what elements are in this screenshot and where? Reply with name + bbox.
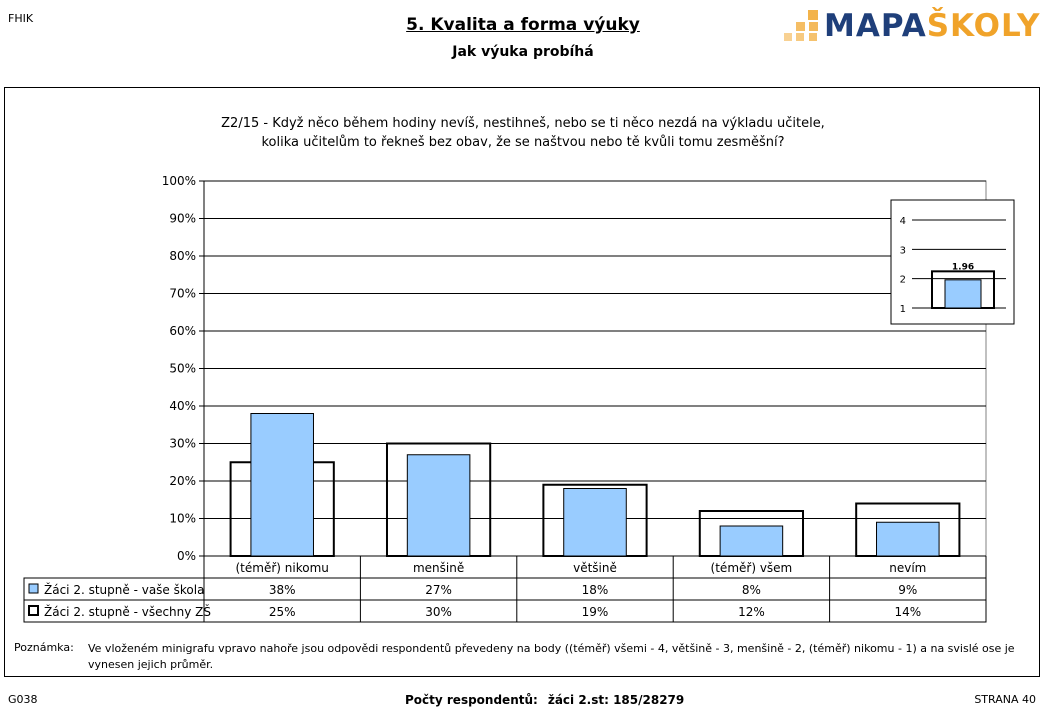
- question-line-1: Z2/15 - Když něco během hodiny nevíš, ne…: [221, 116, 825, 131]
- category-label: nevím: [889, 561, 926, 575]
- logo-wordmark: MAPAŠKOLY: [824, 8, 1040, 44]
- question-line-2: kolika učitelům to řekneš bez obav, že s…: [261, 135, 785, 150]
- category-label: menšině: [413, 561, 464, 575]
- logo-part2: ŠKOLY: [926, 8, 1041, 44]
- footer-page: STRANA 40: [974, 693, 1036, 706]
- y-tick-label: 10%: [169, 512, 196, 526]
- y-tick-label: 60%: [169, 324, 196, 338]
- logo-part1: MAPA: [824, 8, 927, 44]
- logo-square-icon: [809, 22, 818, 31]
- minichart-tick-label: 3: [900, 245, 906, 256]
- bar-your-school: [406, 454, 471, 557]
- bar-your-school: [563, 488, 627, 557]
- note-text: Ve vloženém minigrafu vpravo nahoře jsou…: [88, 642, 1015, 671]
- minichart-tick-label: 2: [900, 275, 906, 286]
- legend-label-all-schools: Žáci 2. stupně - všechny ZŠ: [44, 604, 211, 619]
- value-all-schools: 25%: [269, 605, 296, 619]
- value-all-schools: 30%: [425, 605, 452, 619]
- chart-frame: [4, 87, 1040, 677]
- y-tick-label: 40%: [169, 399, 196, 413]
- value-all-schools: 12%: [738, 605, 765, 619]
- legend-key-all-schools: [28, 605, 39, 616]
- logo-square-icon: [796, 22, 805, 31]
- report-code: FHIK: [8, 12, 34, 25]
- respondents-label: Počty respondentů:: [405, 693, 538, 707]
- footer-code: G038: [8, 693, 38, 706]
- respondents-value: žáci 2.st: 185/28279: [547, 693, 685, 707]
- page-title-text: 5. Kvalita a forma výuky: [406, 15, 640, 35]
- value-your-school: 8%: [742, 583, 761, 597]
- value-your-school: 18%: [582, 583, 609, 597]
- logo-square-icon: [796, 33, 804, 41]
- category-label: většině: [573, 561, 617, 575]
- category-label: (téměř) nikomu: [236, 561, 329, 575]
- bar-your-school: [876, 521, 940, 557]
- value-your-school: 38%: [269, 583, 296, 597]
- minichart-tick-label: 4: [900, 216, 906, 227]
- y-tick-label: 80%: [169, 249, 196, 263]
- legend-key-your-school: [28, 583, 39, 594]
- value-your-school: 27%: [425, 583, 452, 597]
- value-all-schools: 19%: [582, 605, 609, 619]
- value-all-schools: 14%: [894, 605, 921, 619]
- y-tick-label: 70%: [169, 287, 196, 301]
- y-tick-label: 50%: [169, 362, 196, 376]
- y-tick-label: 30%: [169, 437, 196, 451]
- legend-label-your-school: Žáci 2. stupně - vaše škola: [44, 582, 204, 597]
- page-title: 5. Kvalita a forma výuky: [0, 15, 1046, 35]
- y-tick-label: 90%: [169, 212, 196, 226]
- value-your-school: 9%: [898, 583, 917, 597]
- logo-square-icon: [808, 10, 818, 20]
- logo-square-icon: [784, 33, 792, 41]
- y-tick-label: 0%: [177, 549, 196, 563]
- page-subtitle: Jak výuka probíhá: [452, 44, 594, 60]
- minichart-data-label: 1.96: [952, 262, 974, 272]
- chart-question: Z2/15 - Když něco během hodiny nevíš, ne…: [0, 114, 1046, 152]
- note-label: Poznámka:: [14, 641, 74, 654]
- bar-your-school: [719, 525, 784, 557]
- y-tick-label: 100%: [162, 174, 196, 188]
- mapaskoly-logo: MAPAŠKOLY: [778, 8, 1039, 44]
- y-tick-label: 20%: [169, 474, 196, 488]
- category-label: (téměř) všem: [711, 561, 793, 575]
- minichart-bar-your-school: [944, 279, 982, 309]
- minichart-tick-label: 1: [900, 304, 906, 315]
- logo-square-icon: [809, 33, 817, 41]
- footer-respondents: Počty respondentů: žáci 2.st: 185/28279: [405, 693, 684, 707]
- bar-your-school: [250, 413, 314, 557]
